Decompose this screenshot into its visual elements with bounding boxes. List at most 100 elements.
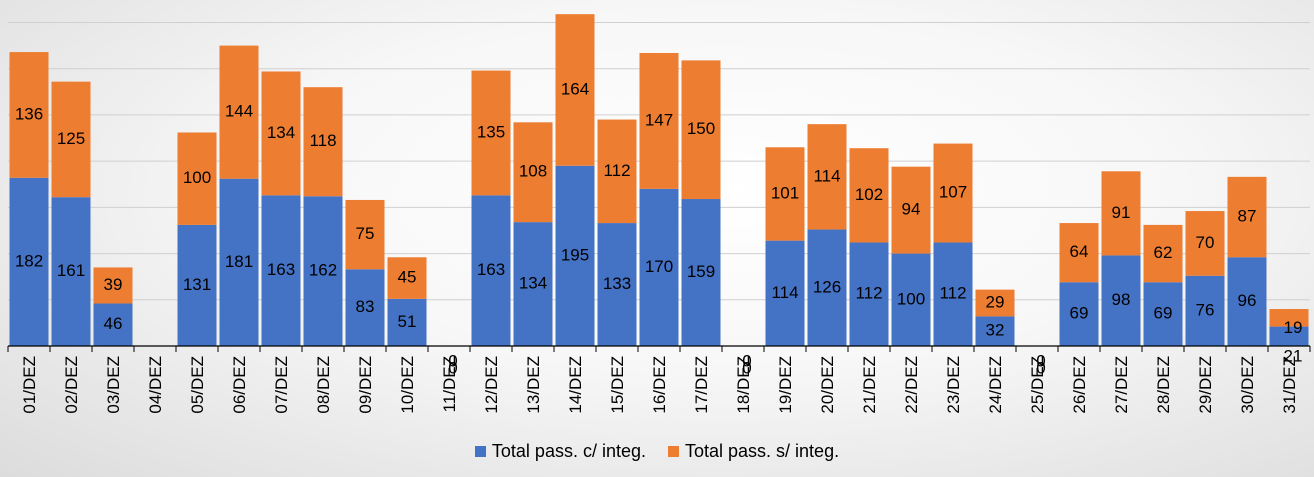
bar-series-1-14/DEZ <box>555 165 595 346</box>
category-label-23/DEZ: 23/DEZ <box>944 356 963 414</box>
data-label-series-1: 21 <box>1284 346 1303 365</box>
category-label-19/DEZ: 19/DEZ <box>776 356 795 414</box>
data-label-series-1: 0 <box>1036 351 1045 370</box>
category-label-16/DEZ: 16/DEZ <box>650 356 669 414</box>
bar-series-1-05/DEZ <box>177 224 217 346</box>
data-label-series-1: 83 <box>356 297 375 316</box>
bar-series-1-06/DEZ <box>219 178 259 346</box>
category-label-12/DEZ: 12/DEZ <box>482 356 501 414</box>
data-label-series-1: 112 <box>855 284 882 303</box>
legend: Total pass. c/ integ. Total pass. s/ int… <box>0 441 1314 462</box>
bar-series-1-09/DEZ <box>345 269 385 346</box>
bar-series-1-17/DEZ <box>681 199 721 346</box>
data-label-series-1: 133 <box>603 274 631 293</box>
bar-series-2-17/DEZ <box>681 60 721 200</box>
category-label-01/DEZ: 01/DEZ <box>20 356 39 414</box>
legend-item-series-1[interactable]: Total pass. c/ integ. <box>474 441 646 462</box>
data-label-series-1: 134 <box>519 274 547 293</box>
bar-series-1-01/DEZ <box>9 177 49 346</box>
bar-series-2-23/DEZ <box>933 143 973 243</box>
bar-series-2-01/DEZ <box>9 52 49 178</box>
category-label-28/DEZ: 28/DEZ <box>1154 356 1173 414</box>
data-label-series-2: 136 <box>15 104 43 123</box>
data-label-series-2: 164 <box>561 79 589 98</box>
legend-swatch-series-1 <box>474 446 486 457</box>
data-label-series-2: 135 <box>477 122 505 141</box>
bar-series-2-15/DEZ <box>597 119 637 224</box>
bar-series-2-06/DEZ <box>219 45 259 179</box>
data-label-series-1: 0 <box>742 351 751 370</box>
bar-series-1-19/DEZ <box>765 240 805 346</box>
data-label-series-2: 62 <box>1154 243 1173 262</box>
category-label-15/DEZ: 15/DEZ <box>608 356 627 414</box>
category-label-17/DEZ: 17/DEZ <box>692 356 711 414</box>
data-label-series-1: 159 <box>687 262 715 281</box>
category-label-14/DEZ: 14/DEZ <box>566 356 585 414</box>
data-label-series-2: 0 <box>1036 358 1045 377</box>
data-label-series-1: 32 <box>986 321 1005 340</box>
data-label-series-1: 161 <box>57 261 85 280</box>
category-label-09/DEZ: 09/DEZ <box>356 356 375 414</box>
data-label-series-2: 87 <box>1238 207 1257 226</box>
bar-series-1-15/DEZ <box>597 223 637 346</box>
bar-series-2-31/DEZ <box>1269 309 1309 327</box>
data-label-series-2: 0 <box>448 358 457 377</box>
x-axis-tick-labels: 01/DEZ 02/DEZ 03/DEZ 04/DEZ 05/DEZ 06/DEZ 07/D… <box>20 356 1299 414</box>
bar-series-1-12/DEZ <box>471 195 511 346</box>
data-label-series-2: 112 <box>603 161 630 180</box>
bar-series-2-20/DEZ <box>807 124 847 230</box>
category-label-05/DEZ: 05/DEZ <box>188 356 207 414</box>
category-label-26/DEZ: 26/DEZ <box>1070 356 1089 414</box>
category-label-06/DEZ: 06/DEZ <box>230 356 249 414</box>
x-axis-ticks <box>7 346 1311 352</box>
data-label-series-2: 91 <box>1112 203 1131 222</box>
data-label-series-1: 51 <box>398 312 417 331</box>
bar-series-2-12/DEZ <box>471 70 511 196</box>
data-label-series-2: 45 <box>398 268 417 287</box>
category-label-27/DEZ: 27/DEZ <box>1112 356 1131 414</box>
category-label-30/DEZ: 30/DEZ <box>1238 356 1257 414</box>
data-label-series-1: 163 <box>267 260 295 279</box>
data-label-series-1: 96 <box>1238 291 1257 310</box>
bar-series-2-08/DEZ <box>303 87 343 197</box>
data-label-series-2: 75 <box>356 224 375 243</box>
category-label-21/DEZ: 21/DEZ <box>860 356 879 414</box>
bar-series-1-10/DEZ <box>387 298 427 346</box>
data-label-series-2: 107 <box>939 183 967 202</box>
bar-series-2-28/DEZ <box>1143 224 1183 283</box>
category-label-11/DEZ: 11/DEZ <box>440 356 459 412</box>
category-label-08/DEZ: 08/DEZ <box>314 356 333 414</box>
data-label-series-2: 134 <box>267 123 295 142</box>
category-label-02/DEZ: 02/DEZ <box>62 356 81 414</box>
data-label-series-1: 162 <box>309 261 337 280</box>
data-label-series-2: 0 <box>742 358 751 377</box>
data-label-series-1: 195 <box>561 245 589 264</box>
bar-series-1-03/DEZ <box>93 303 133 346</box>
bar-series-1-07/DEZ <box>261 195 301 346</box>
bar-series-1-20/DEZ <box>807 229 847 346</box>
legend-swatch-series-2 <box>668 446 679 457</box>
data-label-series-2: 118 <box>309 131 336 150</box>
data-labels: 182 136 161 125 46 39 131 100 181 144 163 134 162 118… <box>15 79 1303 377</box>
data-label-series-1: 69 <box>1070 304 1089 323</box>
legend-item-series-2[interactable]: Total pass. s/ integ. <box>668 441 839 462</box>
category-label-18/DEZ: 18/DEZ <box>734 356 753 414</box>
data-label-series-1: 114 <box>771 283 798 302</box>
data-label-series-2: 114 <box>813 166 840 185</box>
data-label-series-2: 70 <box>1196 233 1215 252</box>
bar-series-2-10/DEZ <box>387 257 427 299</box>
bar-series-1-22/DEZ <box>891 253 931 346</box>
data-label-series-1: 126 <box>813 277 841 296</box>
data-label-series-1: 76 <box>1196 300 1215 319</box>
bar-series-1-08/DEZ <box>303 196 343 346</box>
legend-label-series-2: Total pass. s/ integ. <box>685 441 840 461</box>
data-label-series-2: 102 <box>855 185 883 204</box>
category-label-13/DEZ: 13/DEZ <box>524 356 543 414</box>
bar-series-2-02/DEZ <box>51 81 91 198</box>
bar-series-2-03/DEZ <box>93 267 133 304</box>
bar-series-1-26/DEZ <box>1059 282 1099 346</box>
data-label-series-1: 0 <box>448 351 457 370</box>
data-label-series-2: 125 <box>57 129 85 148</box>
data-label-series-2: 29 <box>986 293 1005 312</box>
